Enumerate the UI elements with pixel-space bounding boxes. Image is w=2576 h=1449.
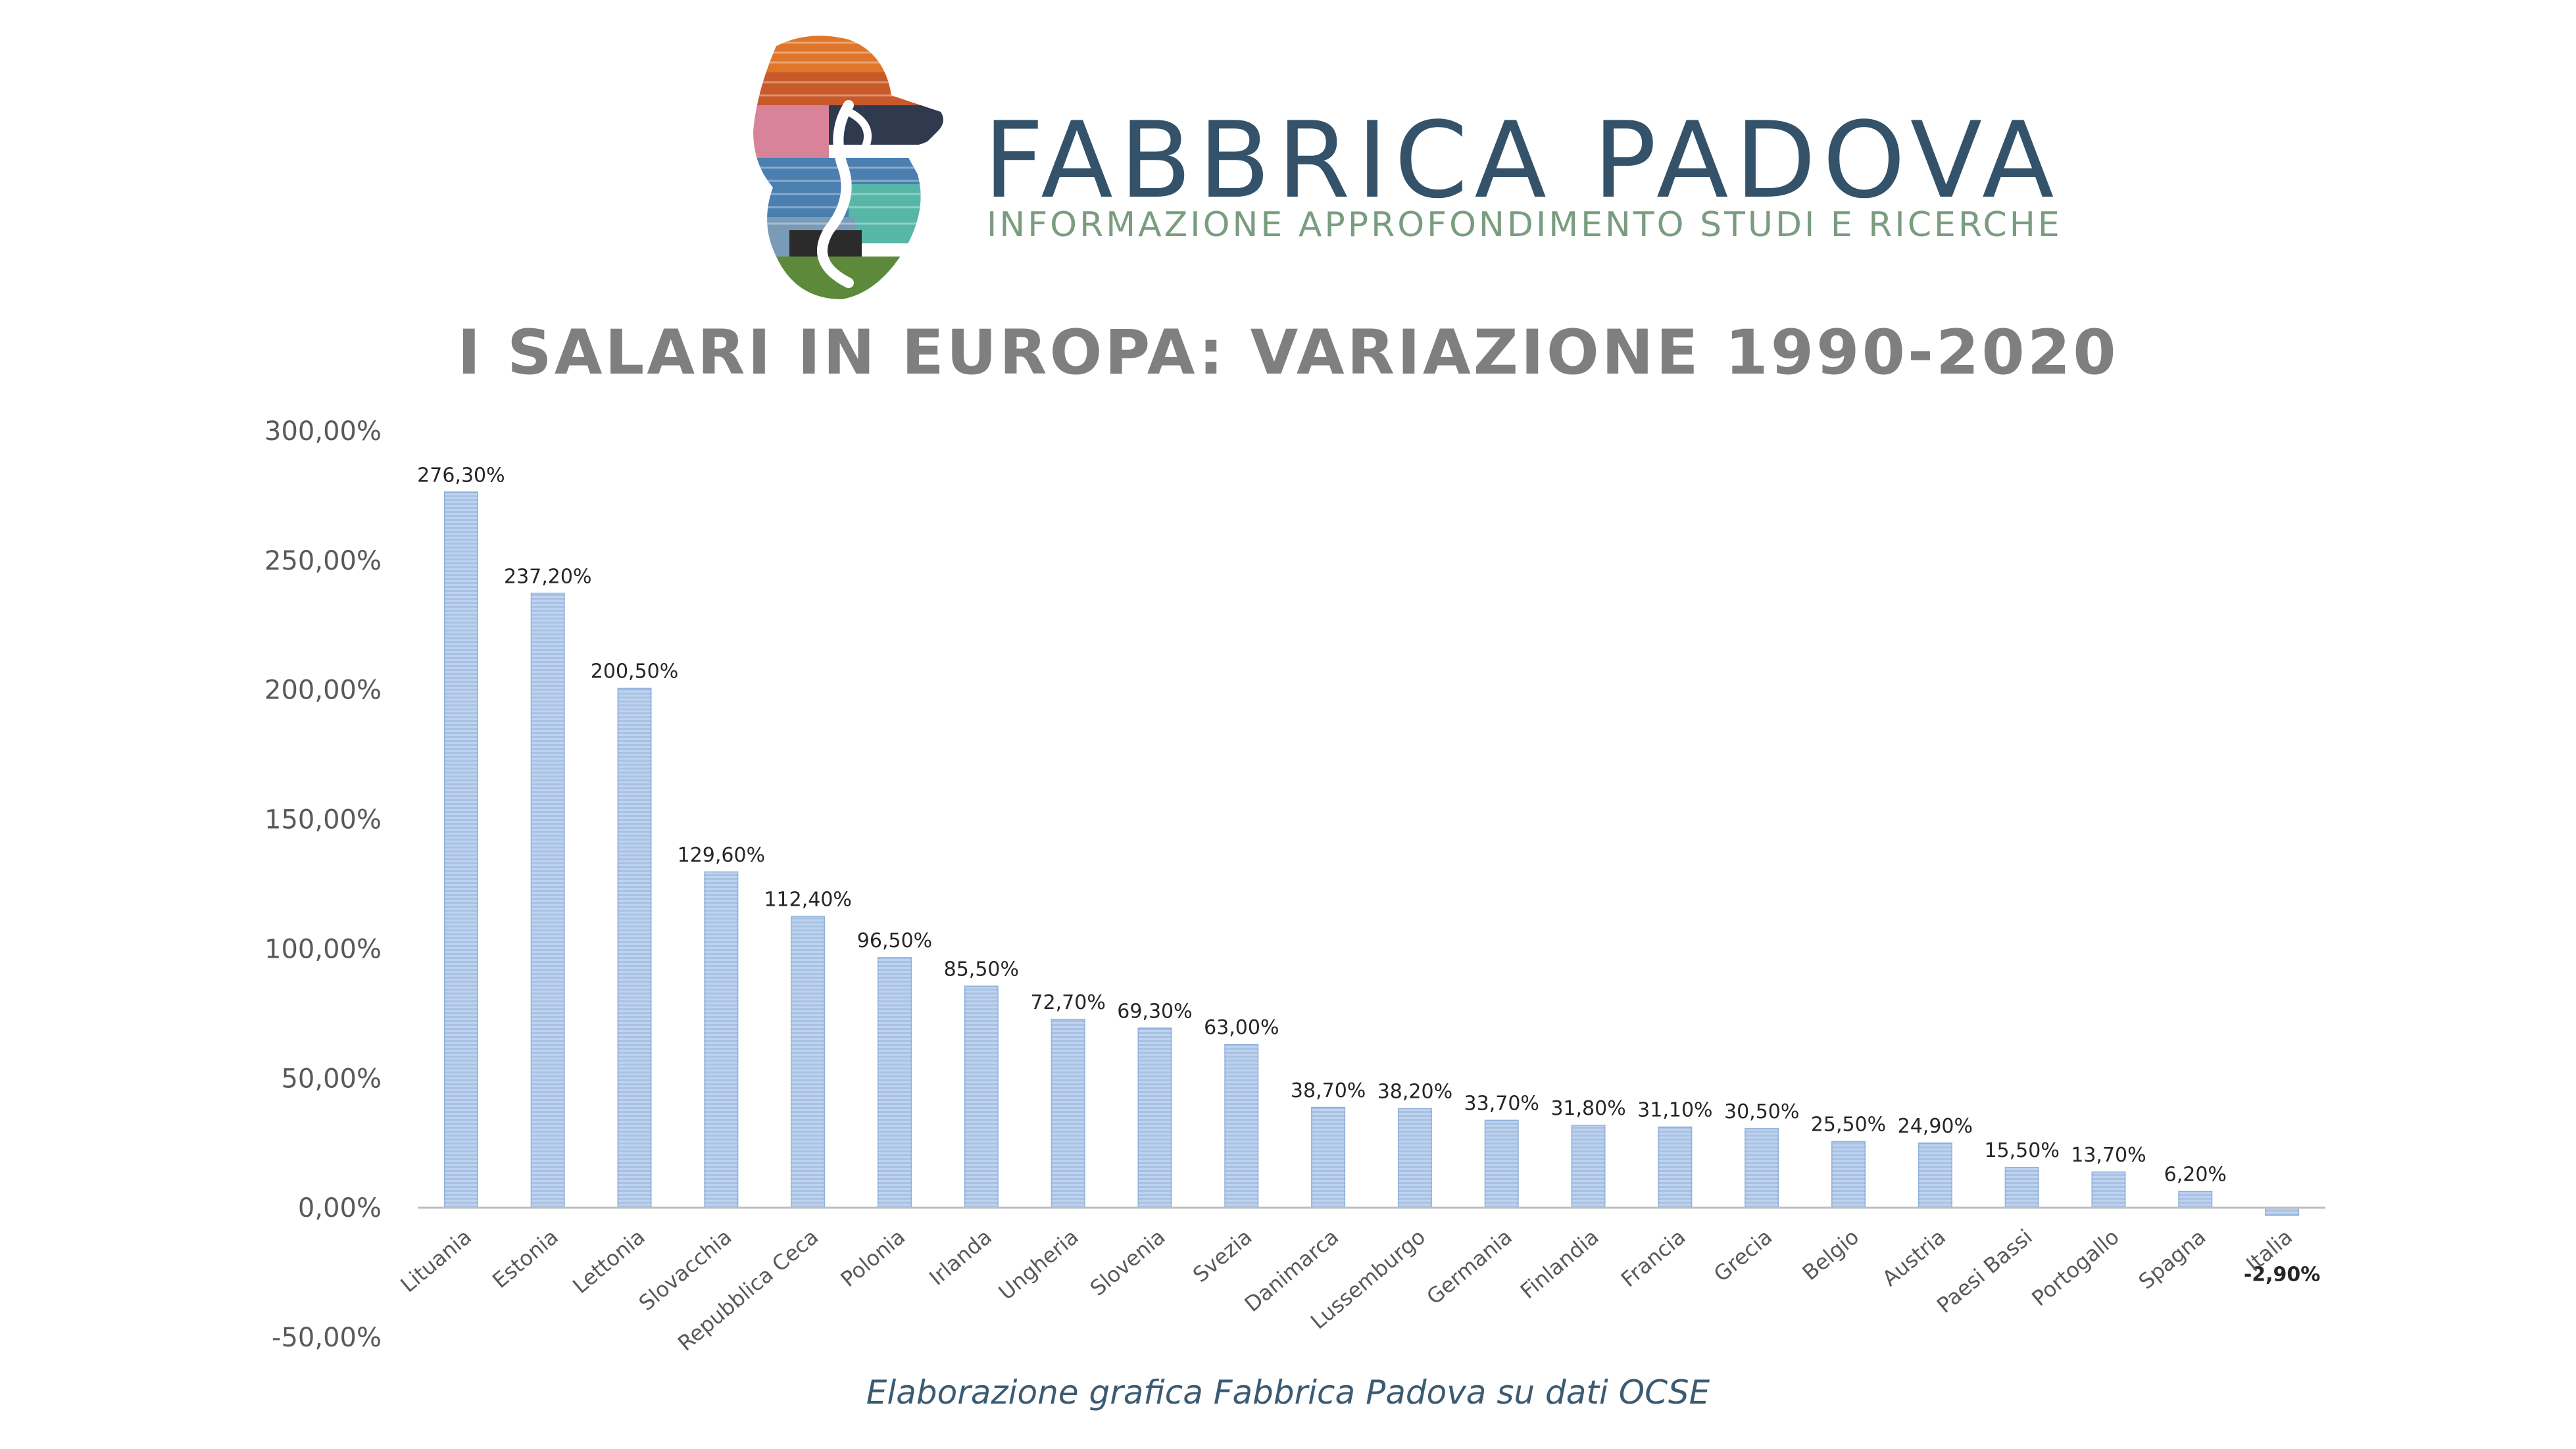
brand-tagline: INFORMAZIONE APPROFONDIMENTO STUDI E RIC…	[987, 205, 2062, 245]
bar-repubblica-ceca	[791, 916, 826, 1209]
x-axis-labels: Lituania Estonia LettoniaSlovacchiaRepubbl…	[396, 1224, 2298, 1356]
data-label: 129,60%	[678, 844, 765, 867]
x-tick-label: Slovenia	[1085, 1224, 1170, 1301]
data-label: 276,30%	[417, 464, 505, 487]
chart-title: I SALARI IN EUROPA: VARIAZIONE 1990-2020	[457, 317, 2119, 389]
data-label: 72,70%	[1030, 991, 1105, 1014]
bar-lettonia	[617, 687, 652, 1209]
y-tick-label: 200,00%	[264, 675, 382, 706]
bar-irlanda	[964, 985, 999, 1209]
x-tick-label: Germania	[1422, 1224, 1516, 1310]
y-tick-label: 300,00%	[264, 416, 382, 447]
data-label: 38,70%	[1291, 1079, 1366, 1102]
y-tick-label: 0,00%	[298, 1193, 382, 1223]
x-tick-label: Lettonia	[568, 1224, 649, 1298]
bar-lituania	[443, 491, 478, 1209]
x-tick-label: Finlandia	[1516, 1224, 1604, 1304]
data-label: 30,50%	[1724, 1100, 1799, 1123]
bar-finlandia	[1571, 1124, 1606, 1209]
bar-spagna	[2178, 1191, 2213, 1209]
data-label: 112,40%	[764, 889, 851, 912]
data-label: 200,50%	[591, 660, 678, 683]
bar-italia	[2265, 1207, 2300, 1216]
x-tick-label: Spagna	[2134, 1224, 2211, 1294]
data-labels: 276,30% 237,20% 200,50% 129,60% 112,40% 96,50…	[417, 464, 2320, 1286]
y-axis-labels: 300,00% 250,00% 200,00% 150,00% 100,00% 50,00…	[264, 416, 382, 1353]
y-tick-label: 250,00%	[264, 546, 382, 576]
bar-francia	[1658, 1126, 1693, 1209]
bar-danimarca	[1311, 1106, 1346, 1209]
data-label: 25,50%	[1811, 1114, 1886, 1137]
bar-svezia	[1224, 1044, 1259, 1209]
bar-estonia	[530, 593, 565, 1209]
data-label: 85,50%	[944, 958, 1019, 981]
data-label: 33,70%	[1464, 1092, 1539, 1115]
x-tick-label: Grecia	[1709, 1224, 1777, 1287]
bar-slovenia	[1137, 1027, 1172, 1209]
y-tick-label: 100,00%	[264, 934, 382, 964]
data-label: 13,70%	[2071, 1144, 2146, 1167]
data-label: 63,00%	[1204, 1016, 1279, 1039]
data-label: 69,30%	[1117, 1000, 1192, 1023]
x-tick-label: Austria	[1877, 1224, 1950, 1291]
bar-germania	[1484, 1119, 1519, 1209]
x-tick-label: Estonia	[487, 1224, 563, 1293]
y-tick-label: 50,00%	[281, 1064, 382, 1094]
header-logo: FABBRICA PADOVA INFORMAZIONE APPROFONDIM…	[750, 33, 2060, 309]
bar-slovacchia	[704, 871, 739, 1209]
data-label: 38,20%	[1377, 1081, 1452, 1104]
data-label: 31,80%	[1550, 1097, 1625, 1120]
data-label: 6,20%	[2164, 1164, 2227, 1187]
x-tick-label: Svezia	[1188, 1224, 1256, 1287]
bar-polonia	[878, 957, 912, 1209]
data-label: 96,50%	[857, 929, 932, 952]
x-tick-label: Repubblica Ceca	[673, 1224, 823, 1356]
x-tick-label: Belgio	[1798, 1224, 1864, 1285]
data-label: 15,50%	[1984, 1139, 2059, 1162]
source-note: Elaborazione grafica Fabbrica Padova su …	[866, 1373, 1710, 1412]
data-label: 24,90%	[1898, 1115, 1973, 1138]
x-tick-label: Irlanda	[924, 1224, 997, 1290]
y-tick-label: 150,00%	[264, 805, 382, 835]
bar-grecia	[1745, 1128, 1779, 1209]
bar-lussemburgo	[1397, 1108, 1432, 1209]
bar-paesi-bassi	[2004, 1167, 2039, 1209]
bar-belgio	[1831, 1141, 1866, 1209]
data-label: -2,90%	[2244, 1264, 2321, 1287]
y-tick-label: -50,00%	[272, 1323, 382, 1353]
bar-austria	[1918, 1142, 1952, 1209]
x-tick-label: Lituania	[396, 1224, 476, 1297]
data-label: 31,10%	[1637, 1099, 1712, 1122]
lion-head-logo-icon	[753, 36, 943, 299]
bar-portogallo	[2091, 1171, 2126, 1209]
brand-name: FABBRICA PADOVA	[983, 99, 2061, 222]
x-tick-label: Polonia	[836, 1224, 910, 1292]
x-tick-label: Ungheria	[994, 1224, 1083, 1305]
x-tick-label: Francia	[1616, 1224, 1691, 1292]
bar-ungheria	[1051, 1018, 1085, 1209]
data-label: 237,20%	[504, 565, 591, 588]
x-tick-label: Paesi Bassi	[1932, 1224, 2037, 1318]
x-tick-label: Portogallo	[2027, 1224, 2123, 1311]
